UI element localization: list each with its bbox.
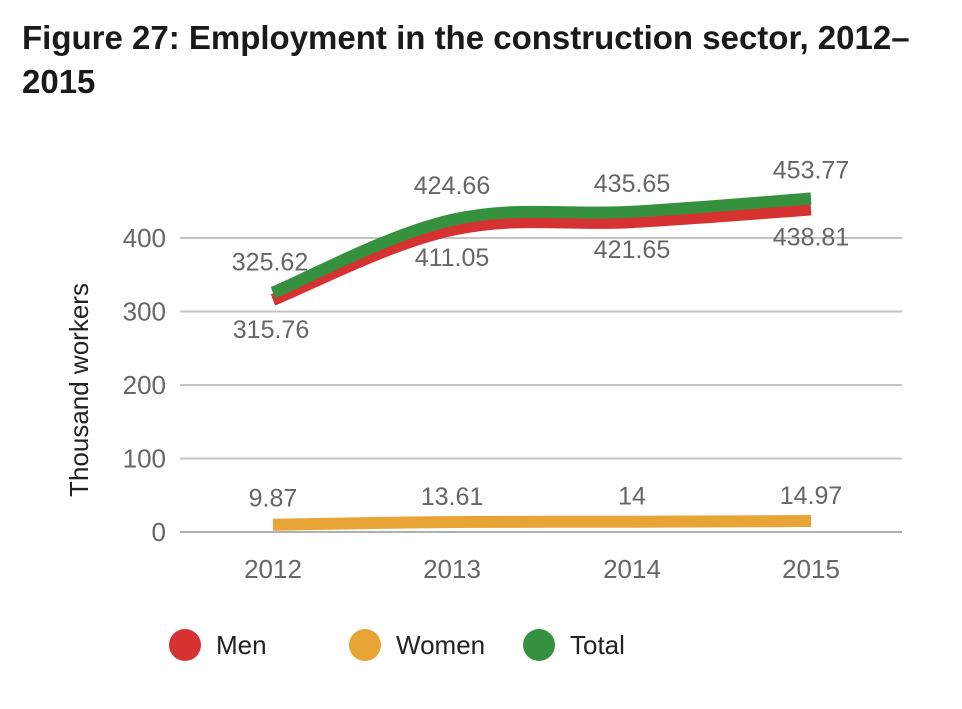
grid — [180, 237, 902, 533]
x-axis: 2012 2013 2014 2015 — [244, 554, 840, 584]
data-label-men: 411.05 — [415, 244, 490, 272]
y-tick-label: 400 — [123, 223, 166, 253]
legend-swatch-women — [349, 629, 381, 661]
y-tick-label: 300 — [123, 297, 166, 327]
data-label-men: 438.81 — [773, 223, 849, 251]
y-tick-label: 0 — [152, 517, 166, 547]
legend-swatch-total — [523, 629, 555, 661]
x-tick-label: 2015 — [782, 554, 840, 584]
legend: Men Women Total — [169, 629, 625, 661]
x-tick-label: 2012 — [244, 554, 302, 584]
data-label-women: 13.61 — [421, 483, 484, 511]
legend-label-men: Men — [216, 630, 267, 660]
data-labels: 315.76 411.05 421.65 438.81 9.87 13.61 14 14.97… — [232, 156, 849, 512]
data-label-women: 9.87 — [249, 485, 298, 513]
y-tick-label: 100 — [123, 444, 166, 474]
y-axis: 0 100 200 300 400 — [123, 223, 166, 547]
data-label-women: 14.97 — [780, 482, 843, 510]
chart-title: Figure 27: Employment in the constructio… — [22, 19, 910, 100]
data-label-total: 424.66 — [414, 172, 490, 200]
x-tick-label: 2014 — [603, 554, 661, 584]
legend-label-women: Women — [396, 630, 485, 660]
data-label-total: 435.65 — [594, 170, 670, 198]
y-axis-label: Thousand workers — [64, 283, 94, 497]
legend-label-total: Total — [570, 630, 625, 660]
series-line-total — [270, 192, 812, 299]
data-label-total: 453.77 — [773, 156, 849, 184]
series-lines — [270, 192, 812, 531]
data-label-women: 14 — [618, 483, 646, 511]
data-label-men: 421.65 — [594, 236, 670, 264]
series-line-women — [272, 514, 812, 531]
data-label-total: 325.62 — [232, 249, 308, 277]
data-label-men: 315.76 — [233, 316, 309, 344]
legend-swatch-men — [169, 629, 201, 661]
x-tick-label: 2013 — [423, 554, 481, 584]
series-line-men — [270, 203, 812, 306]
y-tick-label: 200 — [123, 370, 166, 400]
